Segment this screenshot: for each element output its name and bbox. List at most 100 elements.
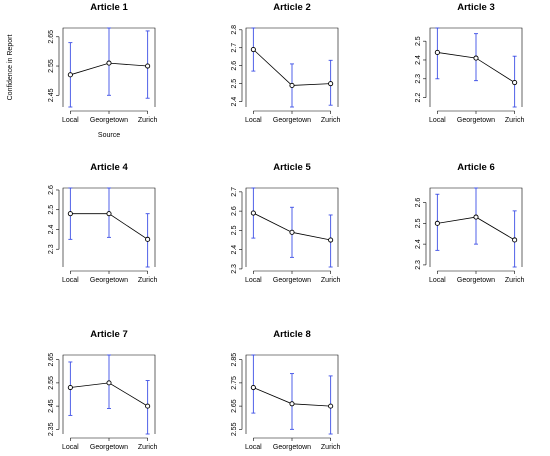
- data-point: [145, 403, 151, 409]
- y-tick-label: 2.8: [231, 25, 238, 35]
- x-tick-label: Local: [245, 277, 262, 284]
- data-point: [328, 403, 334, 409]
- chart-title: Article 5: [273, 162, 311, 173]
- x-tick-label: Local: [245, 117, 262, 124]
- data-point: [328, 237, 334, 243]
- y-tick-label: 2.5: [231, 79, 238, 89]
- x-tick-label: Zurich: [505, 277, 525, 284]
- y-tick-label: 2.65: [231, 399, 238, 413]
- y-tick-label: 2.4: [48, 225, 55, 235]
- y-tick-label: 2.2: [415, 93, 422, 103]
- plot-frame: [245, 27, 339, 107]
- y-tick-label: 2.4: [415, 239, 422, 249]
- data-point: [250, 384, 256, 391]
- x-tick-label: Zurich: [321, 277, 341, 284]
- y-tick-label: 2.4: [231, 97, 238, 107]
- y-tick-label: 2.55: [231, 422, 238, 436]
- data-point: [250, 210, 256, 216]
- x-tick-label: Georgetown: [457, 117, 495, 124]
- y-tick-label: 2.65: [48, 30, 55, 44]
- x-tick-label: Local: [429, 117, 446, 124]
- y-tick-label: 2.4: [415, 55, 422, 65]
- x-tick-label: Local: [429, 277, 446, 284]
- data-point: [434, 220, 440, 226]
- y-tick-label: 2.3: [415, 74, 422, 84]
- y-tick-label: 2.5: [415, 218, 422, 228]
- data-point: [106, 60, 112, 66]
- y-tick-label: 2.85: [231, 353, 238, 367]
- chart-title: Article 2: [273, 2, 311, 13]
- y-tick-label: 2.7: [231, 187, 238, 197]
- plot-frame: [245, 187, 339, 267]
- data-point: [512, 237, 518, 243]
- data-point: [67, 384, 73, 391]
- x-tick-label: Georgetown: [273, 277, 311, 284]
- data-point: [512, 79, 518, 86]
- y-tick-label: 2.3: [48, 244, 55, 254]
- chart-panel-4: Article 4 Local Georgetown Zurich 2.3 2.4 2.5 2…: [48, 162, 157, 284]
- data-point: [289, 229, 295, 235]
- x-axis-title: Source: [98, 132, 120, 139]
- x-tick-label: Zurich: [138, 444, 158, 451]
- chart-panel-5: Article 5 Local Georgetown Zurich 2.3 2.4 2.5 2…: [231, 162, 340, 284]
- x-tick-label: Zurich: [321, 444, 341, 451]
- chart-panel-6: Article 6 Local Georgetown Zurich 2.3 2.4 2.5 2…: [415, 162, 524, 284]
- y-axis-title: Confidence in Report: [7, 35, 14, 101]
- y-tick-label: 2.3: [231, 264, 238, 274]
- y-tick-label: 2.3: [415, 260, 422, 270]
- x-tick-label: Georgetown: [457, 277, 495, 284]
- data-point: [328, 81, 334, 87]
- y-tick-label: 2.75: [231, 376, 238, 390]
- y-tick-label: 2.35: [48, 422, 55, 436]
- y-tick-label: 2.55: [48, 376, 55, 390]
- data-point: [289, 401, 295, 407]
- data-point: [145, 236, 151, 242]
- data-point: [67, 211, 73, 217]
- x-tick-label: Zurich: [321, 117, 341, 124]
- x-tick-label: Zurich: [505, 117, 525, 124]
- x-tick-label: Local: [245, 444, 262, 451]
- plot-frame: [245, 354, 339, 434]
- x-tick-label: Local: [62, 117, 79, 124]
- chart-panel-1: Article 1 Local Georgetown Zurich 2.45 2.55 2.…: [7, 2, 157, 139]
- x-tick-label: Georgetown: [273, 117, 311, 124]
- data-point: [250, 46, 256, 53]
- chart-title: Article 1: [90, 2, 128, 13]
- y-tick-label: 2.7: [231, 43, 238, 53]
- chart-panel-2: Article 2 Local Georgetown Zurich 2.4 2.5 2.6 2…: [231, 2, 340, 124]
- data-point: [434, 49, 440, 56]
- y-tick-label: 2.6: [48, 185, 55, 195]
- y-tick-label: 2.45: [48, 88, 55, 102]
- chart-title: Article 7: [90, 329, 128, 340]
- y-tick-label: 2.45: [48, 399, 55, 413]
- x-tick-label: Georgetown: [90, 444, 128, 451]
- x-tick-label: Georgetown: [90, 117, 128, 124]
- chart-title: Article 8: [273, 329, 311, 340]
- y-tick-label: 2.65: [48, 353, 55, 367]
- y-tick-label: 2.5: [48, 205, 55, 215]
- x-tick-label: Local: [62, 277, 79, 284]
- data-point: [67, 72, 73, 78]
- chart-panel-3: Article 3 Local Georgetown Zurich 2.2 2.3 2.4 2…: [415, 2, 524, 124]
- x-tick-label: Zurich: [138, 277, 158, 284]
- plot-frame: [429, 27, 523, 107]
- x-tick-label: Zurich: [138, 117, 158, 124]
- y-tick-label: 2.6: [231, 206, 238, 216]
- y-tick-label: 2.5: [415, 36, 422, 46]
- data-point: [106, 211, 112, 217]
- y-tick-label: 2.6: [415, 198, 422, 208]
- data-point: [106, 380, 112, 386]
- data-point: [145, 63, 151, 69]
- chart-title: Article 3: [457, 2, 495, 13]
- x-tick-label: Local: [62, 444, 79, 451]
- x-tick-label: Georgetown: [90, 277, 128, 284]
- chart-title: Article 6: [457, 162, 495, 173]
- x-tick-label: Georgetown: [273, 444, 311, 451]
- data-point: [289, 82, 295, 89]
- y-tick-label: 2.6: [231, 61, 238, 71]
- data-point: [473, 214, 479, 220]
- chart-title: Article 4: [90, 162, 128, 173]
- data-point: [473, 55, 479, 61]
- y-tick-label: 2.55: [48, 59, 55, 73]
